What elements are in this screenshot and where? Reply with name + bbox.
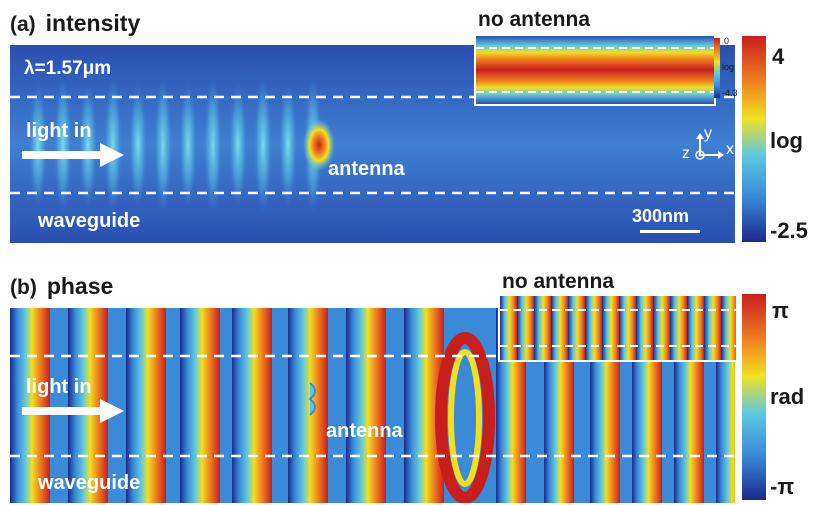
antenna-hotspot — [303, 119, 335, 171]
panel-a-tag: (a) — [10, 13, 36, 36]
phase-band — [232, 308, 272, 503]
phase-loop — [435, 332, 495, 503]
phase-cb-mid: rad — [770, 384, 805, 409]
phase-band — [126, 308, 166, 503]
intensity-cb-max: 4 — [772, 44, 785, 69]
intensity-fringe — [29, 83, 47, 207]
phase-inset — [498, 294, 738, 362]
panel-a-label: (a) intensity — [10, 10, 140, 37]
intensity-fringe — [129, 83, 147, 207]
scale-bar-icon — [640, 230, 700, 233]
intensity-fringe — [179, 83, 197, 207]
intensity-fringe — [254, 77, 272, 213]
intensity-cb-min: -2.5 — [770, 218, 808, 243]
phase-cb-min: -π — [770, 474, 795, 499]
phase-band — [180, 308, 220, 503]
phase-inset-svg — [500, 296, 736, 360]
panel-b-label: (b) phase — [10, 273, 113, 300]
phase-band — [10, 308, 50, 503]
intensity-fringe — [79, 83, 97, 207]
inset-a-cb-mid: log — [722, 62, 735, 72]
axis-z-label: z — [682, 145, 690, 162]
intensity-fringe — [229, 83, 247, 207]
phase-colorbar — [742, 294, 766, 500]
intensity-inset-svg — [476, 36, 714, 104]
axis-triad-icon: y z x — [678, 125, 738, 167]
phase-cb-max: π — [772, 298, 789, 323]
inset-b-title: no antenna — [502, 270, 615, 293]
intensity-fringe — [204, 77, 222, 213]
axis-y-label: y — [704, 125, 712, 142]
intensity-fringe — [279, 83, 297, 207]
waveguide-label-a: waveguide — [38, 210, 141, 232]
light-in-label-a: light in — [26, 120, 92, 142]
panel-a-title: intensity — [45, 10, 141, 36]
light-in-label-b: light in — [26, 376, 92, 398]
waveguide-label-b: waveguide — [38, 472, 141, 494]
panel-b-title: phase — [46, 273, 114, 299]
inset-a-cb-min: -4.3 — [722, 88, 738, 98]
antenna-label-b: antenna — [326, 420, 403, 442]
intensity-cb-mid: log — [770, 128, 803, 153]
arrow-right-icon-b — [22, 399, 124, 423]
wavelength-label: λ=1.57μm — [24, 58, 112, 79]
intensity-fringe — [54, 77, 72, 213]
intensity-colorbar — [742, 36, 766, 242]
panel-b-tag: (b) — [10, 276, 37, 299]
axis-x-label: x — [726, 141, 734, 158]
antenna-phase-defect — [308, 382, 316, 416]
inset-a-cb-max: 0 — [724, 36, 730, 46]
inset-a-colorbar — [714, 38, 720, 98]
phase-band — [288, 308, 328, 503]
phase-band — [346, 308, 386, 503]
arrow-right-icon — [22, 143, 124, 167]
intensity-fringe — [104, 77, 122, 213]
antenna-label-a: antenna — [328, 158, 405, 180]
intensity-inset — [474, 34, 716, 106]
inset-a-title: no antenna — [478, 8, 591, 31]
intensity-fringe — [154, 77, 172, 213]
intensity-fringes — [29, 77, 322, 213]
scale-bar-label: 300nm — [632, 206, 690, 226]
